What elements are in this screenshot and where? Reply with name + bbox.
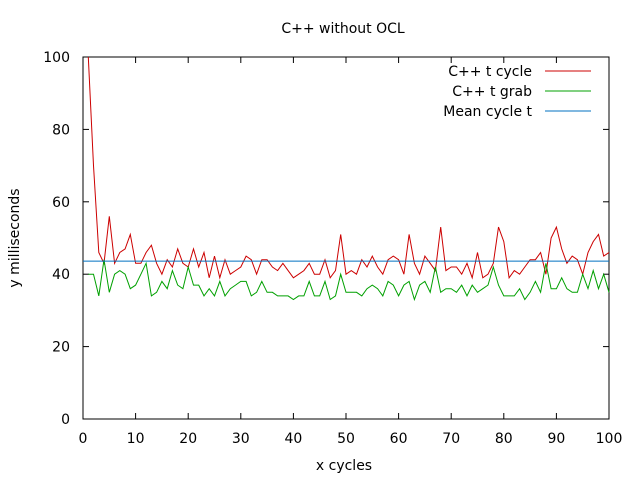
y-tick-label: 100 bbox=[43, 50, 70, 66]
y-tick-label: 80 bbox=[52, 122, 70, 138]
series-line bbox=[87, 56, 610, 280]
x-tick-label: 60 bbox=[390, 431, 408, 447]
y-axis-label: y milliseconds bbox=[7, 188, 23, 287]
chart-title: C++ without OCL bbox=[281, 21, 405, 37]
x-tick-label: 90 bbox=[547, 431, 565, 447]
legend: C++ t cycle C++ t grab Mean cycle t bbox=[443, 64, 591, 120]
y-tick-label: 60 bbox=[52, 195, 70, 211]
x-tick-label: 70 bbox=[442, 431, 460, 447]
legend-label: C++ t cycle bbox=[448, 64, 532, 80]
x-tick-label: 20 bbox=[179, 431, 197, 447]
y-tick-label: 0 bbox=[61, 412, 70, 428]
legend-label: Mean cycle t bbox=[443, 104, 532, 120]
ticks: 0 10 20 30 40 50 60 70 80 90 100 0 20 40 60 80 100 bbox=[43, 50, 622, 447]
x-tick-label: 10 bbox=[127, 431, 145, 447]
legend-label: C++ t grab bbox=[452, 84, 532, 100]
series-line bbox=[88, 259, 610, 302]
plot-area bbox=[83, 56, 610, 302]
x-tick-label: 30 bbox=[232, 431, 250, 447]
x-axis-label: x cycles bbox=[316, 458, 372, 474]
x-tick-label: 0 bbox=[79, 431, 88, 447]
x-tick-label: 80 bbox=[495, 431, 513, 447]
y-tick-label: 40 bbox=[52, 267, 70, 283]
x-tick-label: 40 bbox=[284, 431, 302, 447]
x-tick-label: 50 bbox=[337, 431, 355, 447]
x-tick-label: 100 bbox=[596, 431, 623, 447]
y-tick-label: 20 bbox=[52, 340, 70, 356]
